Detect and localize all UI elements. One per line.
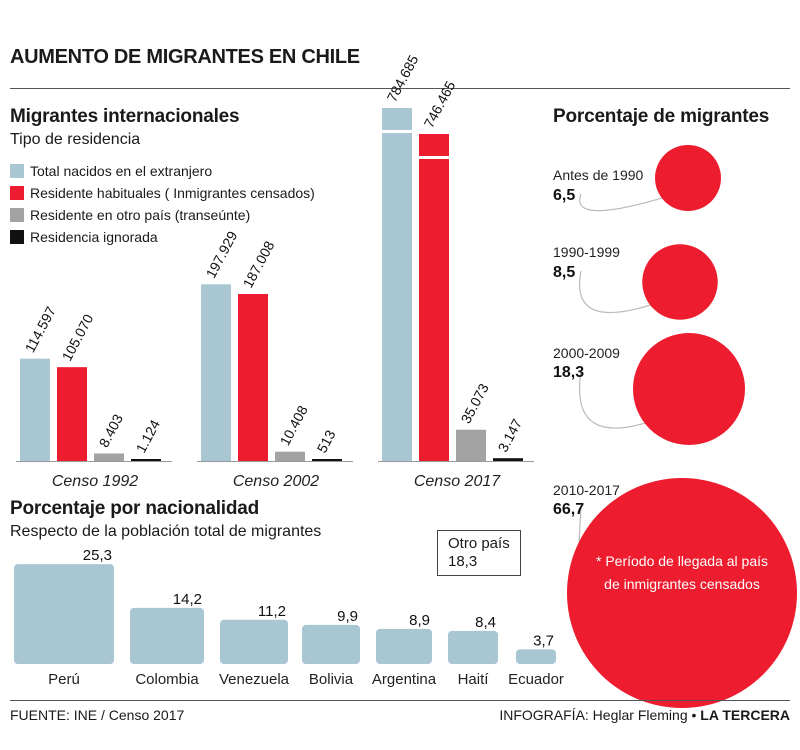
bubble-value-label: 8,5: [553, 264, 575, 281]
bar-3-censo-2002: [275, 451, 305, 461]
nat-bar-ecuador: [516, 649, 556, 664]
nacionalidad-subtitle: Respecto de la población total de migran…: [10, 523, 322, 540]
bar-4-censo-1992: [131, 459, 161, 461]
nat-bar-argentina: [376, 628, 432, 664]
bar-value-label: 1.124: [133, 417, 164, 456]
footer-source: FUENTE: INE / Censo 2017: [10, 707, 185, 723]
legend: Total nacidos en el extranjero Residente…: [10, 160, 315, 248]
nat-value-label: 14,2: [173, 591, 202, 608]
bar-4-censo-2017: [493, 458, 523, 461]
bubble-period-label: Antes de 1990: [553, 167, 644, 183]
footer-brand: LA TERCERA: [700, 707, 790, 723]
bar-break: [381, 130, 413, 133]
nat-bar-bolivia: [302, 624, 360, 664]
bar-value-label: 3.147: [495, 416, 526, 455]
otro-pais-label: Otro país: [448, 535, 510, 552]
bubble-connector: [579, 370, 656, 429]
nat-category-label: Haití: [458, 671, 490, 688]
bubble-period-label: 2000-2009: [553, 345, 620, 361]
legend-swatch-ignorada: [10, 230, 24, 244]
bar-value-label: 513: [314, 427, 339, 455]
bar-value-label: 784.685: [384, 52, 422, 104]
legend-label: Residente habituales ( Inmigrantes censa…: [30, 185, 315, 201]
bubble-value-label: 18,3: [553, 364, 584, 381]
main-title: AUMENTO DE MIGRANTES EN CHILE: [10, 46, 360, 68]
category-label: Censo 1992: [52, 473, 138, 490]
legend-item-total: Total nacidos en el extranjero: [10, 160, 315, 182]
bar-value-label: 114.597: [22, 304, 59, 355]
bubble-4: [567, 478, 797, 708]
footer-credit-text: INFOGRAFÍA: Heglar Fleming: [499, 707, 688, 723]
bubble-value-label: 6,5: [553, 187, 575, 204]
bar-break: [418, 156, 450, 159]
bar-3-censo-1992: [94, 453, 124, 461]
bar-1-censo-2017: [382, 108, 412, 461]
porcentaje-title: Porcentaje de migrantes: [553, 106, 770, 127]
nacionalidad-title: Porcentaje por nacionalidad: [10, 498, 260, 519]
nat-value-label: 8,9: [409, 612, 430, 629]
nat-category-label: Argentina: [372, 671, 437, 688]
legend-swatch-total: [10, 164, 24, 178]
legend-swatch-transeunte: [10, 208, 24, 222]
otro-pais-box: Otro país 18,3: [437, 530, 521, 576]
bubble-2: [642, 244, 718, 320]
title-rule: [10, 88, 790, 89]
bar-value-label: 8.403: [96, 411, 127, 450]
category-label: Censo 2002: [233, 473, 319, 490]
nat-value-label: 11,2: [258, 603, 286, 620]
nat-category-label: Colombia: [135, 671, 199, 688]
nat-bar-perú: [14, 564, 114, 664]
legend-label: Residencia ignorada: [30, 229, 158, 245]
bubble-1: [655, 145, 721, 211]
legend-item-habitual: Residente habituales ( Inmigrantes censa…: [10, 182, 315, 204]
nat-bar-haití: [448, 630, 498, 664]
bubble-connector: [579, 193, 669, 212]
bar-2-censo-2017: [419, 134, 449, 461]
nat-category-label: Ecuador: [508, 671, 564, 688]
bar-2-censo-2002: [238, 294, 268, 461]
nat-category-label: Perú: [48, 671, 80, 688]
legend-label: Residente en otro país (transeúnte): [30, 207, 251, 223]
migrantes-title: Migrantes internacionales: [10, 106, 240, 127]
category-label: Censo 2017: [414, 473, 501, 490]
bar-1-censo-2002: [201, 284, 231, 461]
bubble-period-label: 1990-1999: [553, 244, 620, 260]
bar-4-censo-2002: [312, 459, 342, 461]
nat-category-label: Bolivia: [309, 671, 354, 688]
otro-pais-value: 18,3: [448, 553, 478, 570]
nat-value-label: 8,4: [475, 614, 496, 631]
bubble-period-label: 2010-2017: [553, 482, 620, 498]
footer-rule: [10, 700, 790, 701]
bar-value-label: 10.408: [277, 403, 311, 449]
footer-credit: INFOGRAFÍA: Heglar Fleming • LA TERCERA: [499, 707, 790, 723]
nat-category-label: Venezuela: [219, 671, 290, 688]
bubble-connector: [579, 270, 658, 314]
legend-swatch-habitual: [10, 186, 24, 200]
nat-bar-colombia: [130, 607, 204, 664]
bar-value-label: 105.070: [59, 311, 97, 363]
bar-3-censo-2017: [456, 429, 486, 461]
bubble-value-label: 66,7: [553, 501, 584, 518]
footer-bullet: •: [691, 707, 701, 723]
migrantes-subtitle: Tipo de residencia: [10, 131, 141, 148]
bubble-3: [633, 333, 745, 445]
bar-value-label: 35.073: [458, 381, 492, 427]
bar-value-label: 187.008: [240, 238, 278, 290]
legend-label: Total nacidos en el extranjero: [30, 163, 213, 179]
bar-value-label: 746.465: [421, 78, 459, 130]
legend-item-ignorada: Residencia ignorada: [10, 226, 315, 248]
bar-2-censo-1992: [57, 367, 87, 461]
nat-bar-venezuela: [220, 619, 288, 664]
bar-value-label: 197.929: [203, 228, 241, 280]
nat-value-label: 25,3: [83, 547, 112, 564]
nat-value-label: 3,7: [533, 632, 554, 649]
legend-item-transeunte: Residente en otro país (transeúnte): [10, 204, 315, 226]
bubble-note-line-2: de inmigrantes censados: [604, 576, 760, 592]
bubble-note-line-1: * Período de llegada al país: [596, 553, 768, 569]
bar-1-censo-1992: [20, 358, 50, 461]
nat-value-label: 9,9: [337, 608, 358, 625]
